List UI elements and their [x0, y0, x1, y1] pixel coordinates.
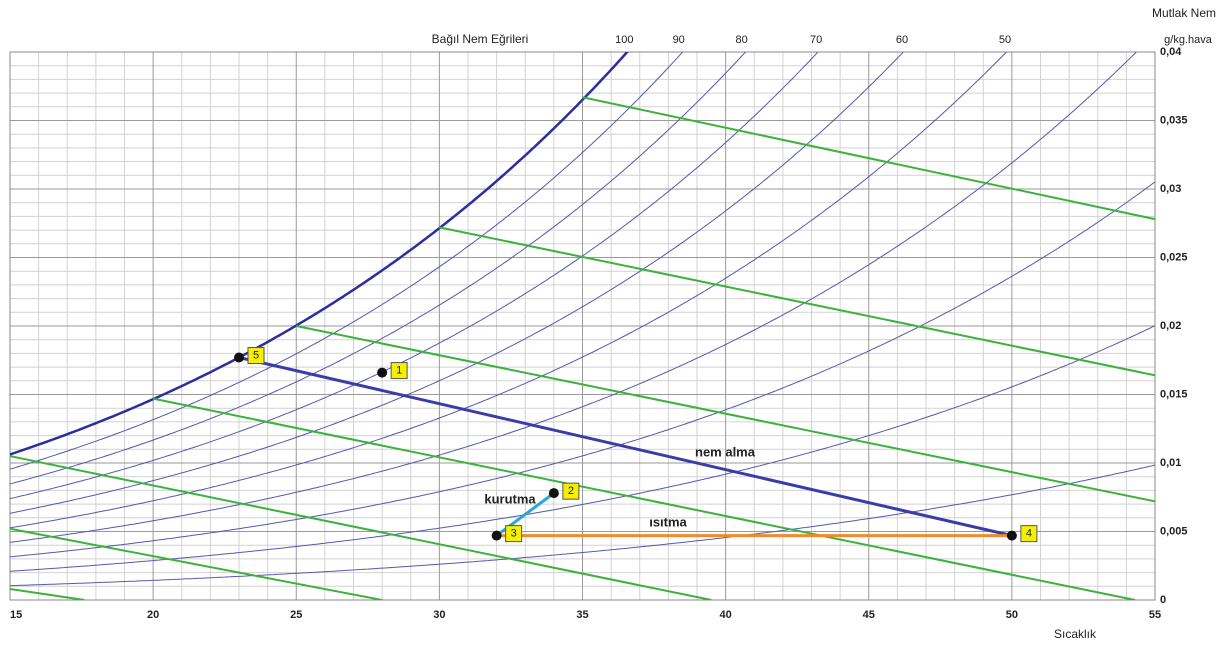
rh-curve — [10, 52, 684, 470]
enthalpy-line — [582, 96, 1155, 221]
y-tick-label: 0,03 — [1160, 183, 1181, 195]
rh-label: 90 — [673, 34, 685, 46]
point — [234, 352, 244, 363]
y-tick-label: 0,01 — [1160, 457, 1181, 469]
process-line — [238, 356, 1013, 538]
point-label-box — [390, 362, 408, 380]
rh-label: 80 — [736, 34, 748, 46]
point-label: 5 — [253, 349, 259, 361]
rh-curve — [10, 52, 904, 514]
rh-curve — [10, 464, 1155, 587]
point — [1006, 530, 1017, 541]
overlay: 100 90 80 70 60 50 nem alma kurutma ısıtma 1 2 3 4 5 — [234, 34, 1038, 543]
enthalpy-line — [439, 226, 1155, 377]
point — [491, 530, 502, 541]
point-label-box — [1020, 525, 1038, 543]
point — [377, 367, 388, 378]
process-label: kurutma — [484, 491, 536, 506]
rh-curve — [10, 52, 819, 500]
grid: 15 20 25 30 35 40 45 50 5500,0050,010,0150,020,0… — [9, 46, 1188, 621]
rh-curve — [10, 52, 629, 456]
rh-label: 50 — [999, 34, 1011, 46]
y-tick-label: 0 — [1160, 594, 1166, 606]
rh-curve — [10, 52, 747, 485]
x-tick-label: 40 — [720, 609, 732, 621]
rh-label: 70 — [810, 34, 822, 46]
point-label-box — [247, 347, 265, 365]
y-unit: g/kg.hava — [1164, 34, 1213, 46]
point-label: 4 — [1026, 528, 1032, 540]
enthalpy-line — [10, 527, 383, 600]
point-label: 2 — [568, 485, 574, 497]
x-tick-label: 20 — [147, 609, 159, 621]
x-tick-label: 30 — [433, 609, 445, 621]
rh-curve — [10, 52, 1008, 529]
y-tick-label: 0,025 — [1160, 251, 1188, 263]
process-label: nem alma — [695, 444, 756, 459]
y-tick-label: 0,035 — [1160, 114, 1188, 126]
y-tick-label: 0,015 — [1160, 388, 1188, 400]
y-title: Mutlak Nem — [1152, 6, 1216, 20]
point-label-box — [505, 525, 523, 543]
point-label: 3 — [511, 528, 517, 540]
x-tick-label: 15 — [10, 609, 22, 621]
enthalpy-line — [152, 397, 1136, 600]
point — [548, 488, 559, 499]
y-tick-label: 0,005 — [1160, 525, 1188, 537]
point-label: 1 — [396, 364, 402, 376]
rh-curve — [10, 52, 1138, 543]
x-title: Sıcaklık — [1054, 627, 1097, 641]
x-tick-label: 45 — [863, 609, 875, 621]
point-label-box — [562, 482, 580, 500]
curves — [10, 52, 1155, 600]
enthalpy-line — [10, 588, 85, 600]
chart-title: Bağıl Nem Eğrileri — [432, 32, 529, 46]
enthalpy-line — [296, 325, 1155, 503]
x-tick-label: 50 — [1006, 609, 1018, 621]
rh-curve — [10, 325, 1155, 572]
process-label: ısıtma — [649, 514, 687, 529]
enthalpy-line — [10, 455, 712, 600]
x-tick-label: 55 — [1149, 609, 1161, 621]
rh-label: 100 — [615, 34, 633, 46]
y-tick-label: 0,02 — [1160, 320, 1181, 332]
x-tick-label: 25 — [290, 609, 302, 621]
rh-label: 60 — [896, 34, 908, 46]
rh-curve — [10, 181, 1155, 558]
y-tick-label: 0,04 — [1160, 46, 1182, 58]
x-tick-label: 35 — [576, 609, 588, 621]
